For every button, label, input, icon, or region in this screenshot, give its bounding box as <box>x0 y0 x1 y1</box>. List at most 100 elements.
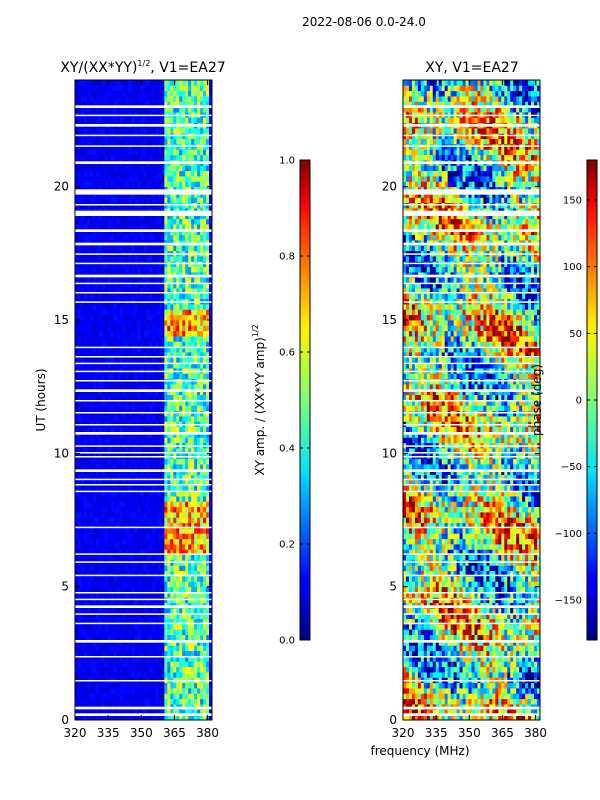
heatmap-cell <box>167 218 171 225</box>
heatmap-cell <box>119 202 124 209</box>
heatmap-cell <box>116 378 121 385</box>
heatmap-cell <box>191 618 195 625</box>
heatmap-cell <box>92 256 97 262</box>
heatmap-cell <box>86 661 91 668</box>
heatmap-cell <box>101 565 106 572</box>
heatmap-cell <box>77 650 82 657</box>
heatmap-cell <box>110 666 115 673</box>
heatmap-cell <box>149 714 153 721</box>
heatmap-cell <box>119 336 124 342</box>
heatmap-cell <box>113 256 118 262</box>
heatmap-cell <box>119 666 124 673</box>
heatmap-cell <box>203 218 207 225</box>
heatmap-cell <box>152 480 156 486</box>
heatmap-cell <box>161 512 165 518</box>
heatmap-cell <box>200 192 204 198</box>
heatmap-cell <box>137 544 141 550</box>
heatmap-cell <box>158 202 162 209</box>
heatmap-cell <box>110 533 115 540</box>
heatmap-cell <box>122 629 127 636</box>
heatmap-cell <box>92 437 97 444</box>
heatmap-cell <box>206 218 210 225</box>
heatmap-cell <box>137 538 141 545</box>
heatmap-cell <box>113 464 118 470</box>
heatmap-cell <box>137 336 141 342</box>
heatmap-cell <box>191 229 195 236</box>
heatmap-cell <box>191 581 195 588</box>
heatmap-cell <box>101 288 106 294</box>
heatmap-cell <box>158 464 162 470</box>
heatmap-cell <box>125 176 130 182</box>
heatmap-cell <box>113 645 118 652</box>
heatmap-cell <box>191 330 195 337</box>
heatmap-cell <box>170 261 174 268</box>
heatmap-cell <box>155 405 159 412</box>
heatmap-cell <box>137 357 141 364</box>
heatmap-cell <box>152 634 156 641</box>
heatmap-cell <box>110 138 115 145</box>
heatmap-cell <box>200 437 204 444</box>
heatmap-cell <box>83 416 88 422</box>
heatmap-cell <box>110 336 115 342</box>
heatmap-cell <box>146 357 150 364</box>
heatmap-cell <box>140 352 144 358</box>
heatmap-cell <box>149 144 153 150</box>
heatmap-cell <box>200 362 204 369</box>
heatmap-cell <box>125 362 130 369</box>
heatmap-cell <box>152 384 156 390</box>
heatmap-cell <box>161 645 165 652</box>
heatmap-cell <box>194 405 198 412</box>
heatmap-cell <box>188 202 192 209</box>
heatmap-cell <box>113 528 118 534</box>
heatmap-cell <box>80 138 85 145</box>
heatmap-cell <box>176 202 180 209</box>
heatmap-cell <box>119 693 124 700</box>
heatmap-cell <box>179 288 183 294</box>
heatmap-cell <box>143 538 147 545</box>
heatmap-cell <box>119 416 124 422</box>
heatmap-cell <box>179 709 183 716</box>
heatmap-cell <box>110 469 115 476</box>
heatmap-cell <box>104 581 109 588</box>
heatmap-cell <box>83 202 88 209</box>
heatmap-cell <box>209 245 213 252</box>
heatmap-cell <box>164 458 168 465</box>
heatmap-cell <box>122 154 127 161</box>
figure-suptitle: 2022-08-06 0.0-24.0 <box>302 15 426 29</box>
heatmap-cell <box>146 224 150 230</box>
heatmap-cell <box>131 597 135 604</box>
heatmap-cell <box>101 304 106 310</box>
heatmap-cell <box>77 613 82 620</box>
heatmap-cell <box>80 581 85 588</box>
heatmap-cell <box>203 202 207 209</box>
heatmap-cell <box>161 373 165 380</box>
heatmap-cell <box>146 565 150 572</box>
heatmap-cell <box>131 693 135 700</box>
heatmap-cell <box>158 533 162 540</box>
heatmap-cell <box>86 560 91 566</box>
heatmap-cell <box>206 640 210 646</box>
heatmap-cell <box>80 517 85 524</box>
heatmap-cell <box>206 469 210 476</box>
heatmap-cell <box>188 597 192 604</box>
heatmap-cell <box>95 560 100 566</box>
heatmap-cell <box>203 144 207 150</box>
heatmap-cell <box>86 170 91 177</box>
heatmap-cell <box>176 629 180 636</box>
heatmap-cell <box>200 224 204 230</box>
heatmap-cell <box>86 234 91 241</box>
heatmap-cell <box>152 586 156 593</box>
heatmap-cell <box>125 570 130 577</box>
heatmap-cell <box>173 549 177 556</box>
heatmap-cell <box>209 192 213 198</box>
heatmap-cell <box>77 432 82 438</box>
heatmap-cell <box>140 464 144 470</box>
heatmap-cell <box>164 346 168 353</box>
heatmap-cell <box>101 656 106 662</box>
heatmap-cell <box>107 597 112 604</box>
heatmap-cell <box>95 213 100 220</box>
heatmap-cell <box>167 410 171 417</box>
heatmap-cell <box>119 341 124 348</box>
heatmap-cell <box>113 426 118 433</box>
heatmap-cell <box>173 634 177 641</box>
